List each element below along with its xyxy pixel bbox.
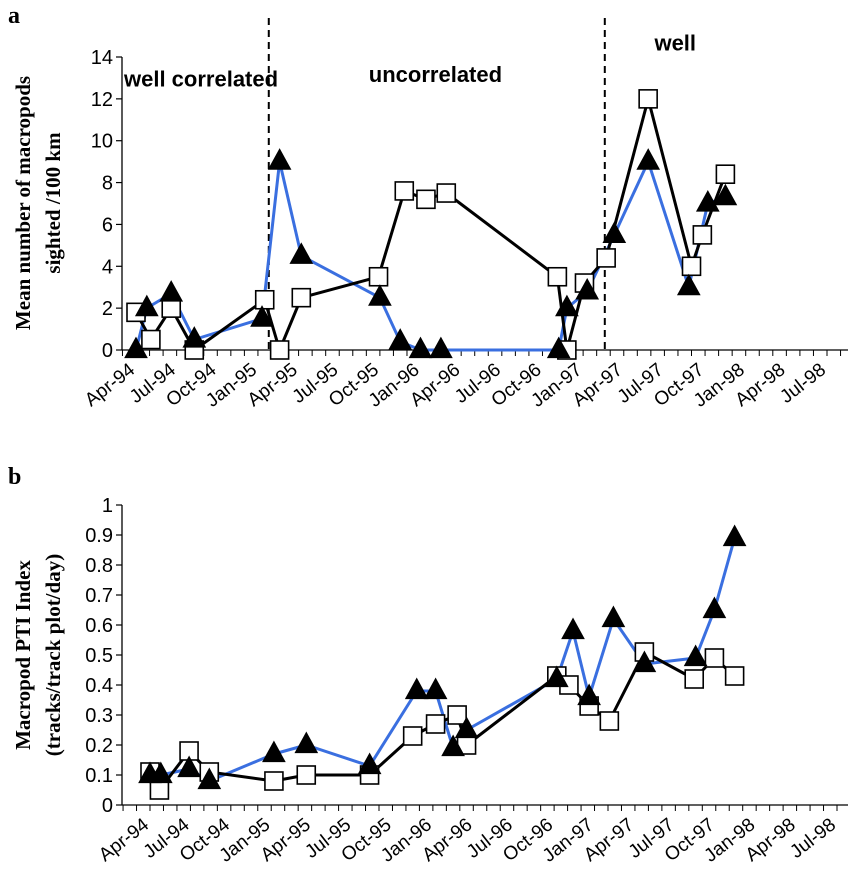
y-axis-title-line: (tracks/track plot/day) <box>41 554 65 756</box>
triangle-marker <box>357 752 382 775</box>
square-marker <box>269 340 290 360</box>
y-tick-label: 0 <box>102 340 113 362</box>
square-marker <box>141 329 161 350</box>
x-tick-label: Jul-98 <box>776 359 830 407</box>
triangle-marker <box>544 665 569 688</box>
triangle-marker <box>695 190 720 212</box>
x-tick-label: Jul-98 <box>786 814 840 862</box>
panel-label: a <box>8 3 20 29</box>
y-tick-label: 1 <box>102 495 113 517</box>
triangle-marker <box>423 677 448 700</box>
y-tick-label: 14 <box>91 47 113 69</box>
triangle-marker <box>632 650 657 673</box>
y-tick-label: 0 <box>102 795 113 817</box>
triangle-marker <box>683 644 708 667</box>
triangle-marker <box>134 294 159 317</box>
square-marker <box>596 248 616 268</box>
triangle-marker <box>555 294 579 317</box>
square-marker <box>425 714 446 734</box>
triangle-marker <box>454 716 479 739</box>
y-tick-label: 0.8 <box>85 555 113 577</box>
triangle-marker <box>702 596 727 619</box>
period-annotation: well <box>653 31 696 56</box>
square-marker <box>684 669 705 689</box>
y-tick-label: 0.6 <box>85 615 113 637</box>
y-tick-label: 0.4 <box>85 675 113 697</box>
square-marker <box>291 287 312 308</box>
y-tick-label: 0.9 <box>85 525 113 547</box>
x-tick-label: Apr-94 <box>81 359 139 411</box>
triangle-marker <box>124 336 148 359</box>
triangle-marker <box>722 524 747 547</box>
y-axis-title-line: Mean number of macropods <box>11 76 35 330</box>
triangle-marker <box>148 761 173 784</box>
square-marker <box>447 705 467 725</box>
square-marker <box>254 289 275 310</box>
triangle-marker <box>602 221 627 243</box>
triangle-marker <box>404 677 429 700</box>
y-tick-label: 4 <box>102 256 113 278</box>
square-marker <box>681 256 702 277</box>
y-tick-label: 10 <box>91 131 113 153</box>
square-marker <box>547 266 568 287</box>
chart-panel-a: a Mean number of macropods sighted /100 km… <box>8 3 848 412</box>
square-marker <box>692 225 713 245</box>
triangle-marker <box>294 731 319 754</box>
square-marker <box>724 666 745 686</box>
triangle-marker <box>177 755 201 778</box>
square-marker <box>149 780 170 800</box>
square-marker <box>715 164 736 184</box>
triangle-marker <box>636 148 661 170</box>
square-marker <box>296 765 317 785</box>
y-tick-label: 2 <box>102 298 113 320</box>
triangle-marker <box>429 336 453 359</box>
triangle-marker <box>368 284 392 306</box>
square-marker <box>161 298 182 318</box>
triangle-marker <box>713 183 738 206</box>
triangle-marker <box>267 148 292 170</box>
triangle-marker <box>388 328 413 350</box>
square-marker <box>436 183 457 203</box>
square-marker <box>402 726 423 746</box>
triangle-marker <box>408 336 433 359</box>
series-line-square <box>134 97 727 352</box>
y-axis-title-line: Macropod PTI Index <box>11 560 35 750</box>
triangle-marker <box>676 273 701 296</box>
triangle-marker <box>575 277 600 300</box>
y-tick-label: 0.7 <box>85 585 113 607</box>
triangle-marker <box>182 326 207 348</box>
square-marker <box>416 189 436 210</box>
square-marker <box>264 771 284 791</box>
period-annotation: well correlated <box>123 66 278 91</box>
y-tick-label: 0.5 <box>85 645 113 667</box>
triangle-marker <box>441 734 465 757</box>
triangle-marker <box>546 336 571 359</box>
y-tick-label: 8 <box>102 173 113 195</box>
y-tick-label: 0.1 <box>85 765 113 787</box>
y-tick-label: 6 <box>102 214 113 236</box>
triangle-marker <box>577 683 601 706</box>
x-tick-label: Apr-94 <box>95 814 153 866</box>
square-marker <box>599 711 620 731</box>
y-tick-label: 0.3 <box>85 705 113 727</box>
triangle-marker <box>601 605 626 628</box>
period-annotation: uncorrelated <box>369 62 502 87</box>
square-marker <box>704 648 725 668</box>
triangle-marker <box>561 617 585 640</box>
y-tick-label: 0.2 <box>85 735 113 757</box>
panel-label: b <box>8 464 21 490</box>
square-marker <box>394 181 415 201</box>
y-tick-label: 12 <box>91 89 113 111</box>
square-marker <box>638 89 658 109</box>
triangle-marker <box>262 740 286 763</box>
triangle-marker <box>250 305 274 327</box>
y-axis-title-line: sighted /100 km <box>41 132 65 274</box>
square-marker <box>368 266 389 287</box>
chart-panel-b: b Macropod PTI Index (tracks/track plot/da… <box>8 464 848 867</box>
triangle-marker <box>159 280 184 302</box>
triangle-marker <box>197 767 222 790</box>
triangle-marker <box>289 242 314 264</box>
